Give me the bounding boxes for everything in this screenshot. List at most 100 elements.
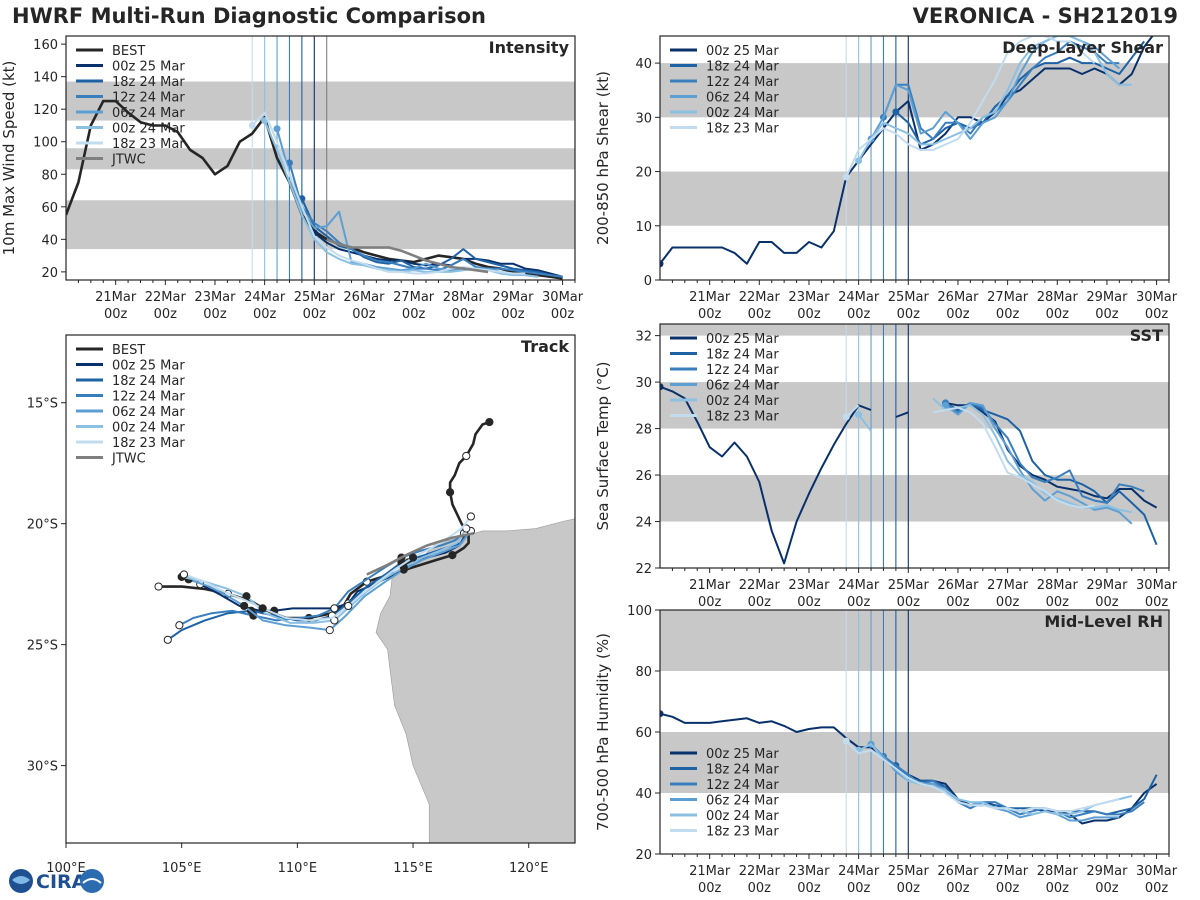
shear-init-marker [892,108,900,116]
intensity-xtick-label: 26Mar [343,290,385,305]
sst-legend-label: 12z 24 Mar [706,363,779,378]
sst-xtick-label: 25Mar [888,578,930,593]
rh-xtick-label: 30Mar [1136,864,1178,879]
track-position-marker [462,451,471,461]
sst-xtick-label: 00z [996,595,1020,610]
shear-legend-label: 12z 24 Mar [706,75,779,90]
intensity-ytick-label: 20 [41,266,58,281]
rh-xtick-label: 25Mar [888,864,930,879]
cira-logo-badge [80,869,104,893]
shear-xtick-label: 29Mar [1086,290,1128,305]
track-position-marker [325,626,334,635]
shear-init-marker [660,260,664,268]
cira-logo-badge-wave [82,878,102,884]
rh-xtick-label: 00z [1095,881,1119,896]
rh-xtick-label: 24Mar [838,864,880,879]
intensity-xtick-label: 00z [501,307,525,322]
shear-xtick-label: 26Mar [937,290,979,305]
intensity-frame [65,35,576,281]
shear-legend-label: 00z 25 Mar [706,44,779,59]
rh-legend-label: 00z 25 Mar [706,747,779,762]
shear-legend-label: 18z 24 Mar [706,60,779,75]
sst-xtick-label: 00z [946,595,970,610]
track-position-marker [445,488,455,497]
sst-series-run4 [932,397,1132,514]
rh-xtick-label: 29Mar [1086,864,1128,879]
track-legend-label: JTWC [111,452,146,467]
shear-xtick-label: 24Mar [838,290,880,305]
shear-ytick-label: 30 [635,111,652,126]
intensity-ylabel: 10m Max Wind Speed (kt) [0,61,18,256]
rh-ytick-label: 80 [635,665,652,680]
rh-xtick-label: 00z [897,881,921,896]
intensity-xtick-label: 00z [253,307,277,322]
shear-xtick-label: 28Mar [1037,290,1079,305]
sst-legend-label: 00z 24 Mar [706,394,779,409]
intensity-xtick-label: 29Mar [492,290,534,305]
sst-ytick-label: 32 [635,330,652,345]
intensity-legend-label: JTWC [111,153,146,168]
shear-series-run2 [882,40,1120,140]
figure-title: HWRF Multi-Run Diagnostic Comparison [12,4,487,28]
shear-xtick-label: 00z [897,307,921,322]
track-position-marker [485,417,494,427]
sst-series-run5 [932,406,1095,509]
track-position-marker [240,601,249,611]
shear-ytick-label: 40 [635,57,652,72]
intensity-panel-title: Intensity [489,38,570,57]
track-series-run4 [181,527,468,624]
intensity-series-run2 [288,162,563,278]
rh-legend-label: 12z 24 Mar [706,778,779,793]
track-position-marker [179,570,189,579]
rh-ytick-label: 60 [635,726,652,741]
sst-xtick-label: 00z [698,595,722,610]
rh-band [660,610,1169,671]
sst-xtick-label: 00z [748,595,772,610]
sst-xtick-label: 26Mar [937,578,979,593]
track-plot-area [66,335,575,843]
intensity-legend-label: 00z 24 Mar [112,122,185,137]
intensity-ytick-label: 60 [41,201,58,216]
shear-plot-area [660,36,1169,280]
sst-ylabel: Sea Surface Temp (°C) [594,361,612,530]
track-ytick-label: 30°S [27,760,58,775]
shear-xtick-label: 00z [1095,307,1119,322]
sst-init-marker [842,413,850,421]
sst-xtick-label: 00z [1145,595,1169,610]
sst-xtick-label: 22Mar [739,578,781,593]
australia-landmass [375,518,575,843]
intensity-xtick-label: 00z [402,307,426,322]
rh-series-run2 [882,755,1145,819]
intensity-band [66,81,575,121]
shear-xtick-label: 00z [847,307,871,322]
rh-ytick-label: 40 [635,787,652,802]
rh-xtick-label: 00z [996,881,1020,896]
sst-legend-label: 18z 23 Mar [706,410,779,425]
rh-xtick-label: 00z [797,881,821,896]
sst-band [660,475,1169,522]
track-ytick-label: 15°S [27,397,58,412]
intensity-band [66,148,575,170]
shear-ytick-label: 20 [635,166,652,181]
shear-panel-title: Deep-Layer Shear [1002,38,1163,57]
shear-ytick-label: 10 [635,220,652,235]
sst-legend-label: 06z 24 Mar [706,379,779,394]
sst-xtick-label: 00z [847,595,871,610]
sst-legend-label: 00z 25 Mar [706,332,779,347]
intensity-init-marker [273,125,281,133]
sst-xtick-label: 30Mar [1136,578,1178,593]
sst-xtick-label: 00z [1095,595,1119,610]
track-series-jtwc [366,532,474,576]
shear-xtick-label: 00z [996,307,1020,322]
sst-band [660,324,1169,336]
intensity-xtick-label: 27Mar [393,290,435,305]
track-panel-title: Track [521,337,569,356]
shear-xtick-label: 00z [1046,307,1070,322]
shear-series-run4 [857,36,1132,162]
sst-xtick-label: 00z [897,595,921,610]
track-position-marker [175,621,184,630]
sst-xtick-label: 29Mar [1086,578,1128,593]
rh-plot-area [660,610,1169,854]
rh-init-marker [660,710,664,718]
shear-ylabel: 200-850 hPa Shear (kt) [594,71,612,245]
